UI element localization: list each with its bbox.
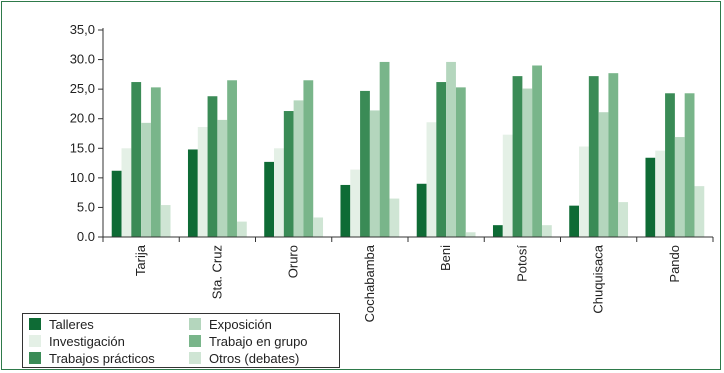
bar	[227, 80, 237, 238]
bar	[645, 157, 656, 237]
bar	[674, 137, 685, 237]
y-tick-label: 10.0	[70, 170, 95, 185]
legend-swatch	[29, 352, 41, 364]
bar	[283, 111, 294, 237]
bar	[141, 122, 151, 237]
bar	[532, 65, 542, 237]
legend-swatch	[29, 335, 41, 347]
bar	[492, 225, 503, 237]
x-tick-label: Cochabamba	[362, 244, 377, 322]
x-tick-label: Potosí	[514, 245, 529, 282]
legend-item-exposicion: Exposición	[189, 316, 272, 332]
bar	[665, 93, 675, 237]
bar	[655, 150, 666, 237]
legend-item-talleres: Talleres	[29, 316, 94, 332]
bar	[313, 217, 324, 237]
legend-label: Otros (debates)	[209, 350, 300, 366]
y-tick-label: 15.0	[70, 140, 95, 155]
legend-label: Exposición	[209, 316, 272, 332]
legend-label: Investigación	[49, 333, 125, 349]
legend-item-investigacion: Investigación	[29, 333, 125, 349]
legend: Talleres Investigación Trabajos práctico…	[22, 313, 340, 368]
y-tick-label: 35,0	[70, 22, 95, 37]
bar	[579, 146, 589, 237]
legend-swatch	[189, 318, 201, 330]
bar	[360, 90, 370, 237]
x-tick-label: Tarija	[133, 244, 148, 276]
bar	[111, 170, 122, 237]
bar	[694, 186, 705, 237]
y-tick-label: 0.0	[77, 229, 95, 244]
bar	[512, 76, 523, 237]
bar	[522, 88, 533, 237]
bar	[465, 232, 476, 237]
bar	[446, 61, 456, 237]
y-tick-label: 30.0	[70, 52, 95, 67]
legend-item-trabajo-en-grupo: Trabajo en grupo	[189, 333, 308, 349]
legend-swatch	[29, 318, 41, 330]
legend-swatch	[189, 335, 201, 347]
bar	[160, 205, 171, 237]
bar	[541, 225, 552, 237]
x-tick-label: Beni	[438, 245, 453, 271]
bar	[455, 87, 466, 238]
bar	[426, 122, 437, 237]
bar	[121, 148, 132, 237]
x-tick-label: Sta. Cruz	[209, 245, 224, 299]
legend-item-otros-debates: Otros (debates)	[189, 350, 299, 366]
bar	[236, 221, 247, 237]
bar	[389, 198, 400, 237]
bar	[207, 96, 218, 238]
bar	[303, 80, 314, 238]
legend-label: Trabajos prácticos	[49, 350, 155, 366]
bar	[608, 73, 619, 237]
bar	[131, 82, 142, 237]
bar	[274, 148, 284, 237]
bar	[197, 126, 208, 237]
bar	[379, 61, 390, 237]
bar	[187, 149, 198, 237]
legend-label: Trabajo en grupo	[209, 333, 308, 349]
y-tick-label: 5.0	[77, 199, 95, 214]
y-tick-label: 20.0	[70, 111, 95, 126]
legend-label: Talleres	[49, 316, 94, 332]
x-tick-label: Pando	[667, 245, 682, 283]
x-axis: Tarija Sta. Cruz Oruro Cochabamba Beni Potosí…	[102, 236, 714, 322]
x-tick-label: Oruro	[286, 245, 301, 278]
bar	[264, 161, 275, 237]
bar	[436, 82, 447, 237]
bar	[416, 183, 427, 237]
bar	[340, 184, 351, 237]
bar	[588, 76, 599, 237]
bar	[293, 100, 304, 237]
bar	[369, 110, 380, 237]
bar	[569, 205, 580, 237]
bar	[350, 169, 361, 237]
y-tick-label: 25,0	[70, 81, 95, 96]
bar	[502, 134, 513, 237]
bar	[150, 87, 161, 238]
bar	[598, 112, 609, 237]
bar	[217, 119, 228, 237]
bar	[684, 93, 695, 237]
x-tick-label: Chuquisaca	[591, 244, 606, 313]
legend-swatch	[189, 352, 201, 364]
legend-item-trabajos-practicos: Trabajos prácticos	[29, 350, 155, 366]
bars	[111, 61, 705, 238]
bar	[618, 202, 629, 237]
y-axis: 0.0 5.0 10.0 15.0 20.0 25,0 30.0 35,0	[70, 22, 104, 244]
